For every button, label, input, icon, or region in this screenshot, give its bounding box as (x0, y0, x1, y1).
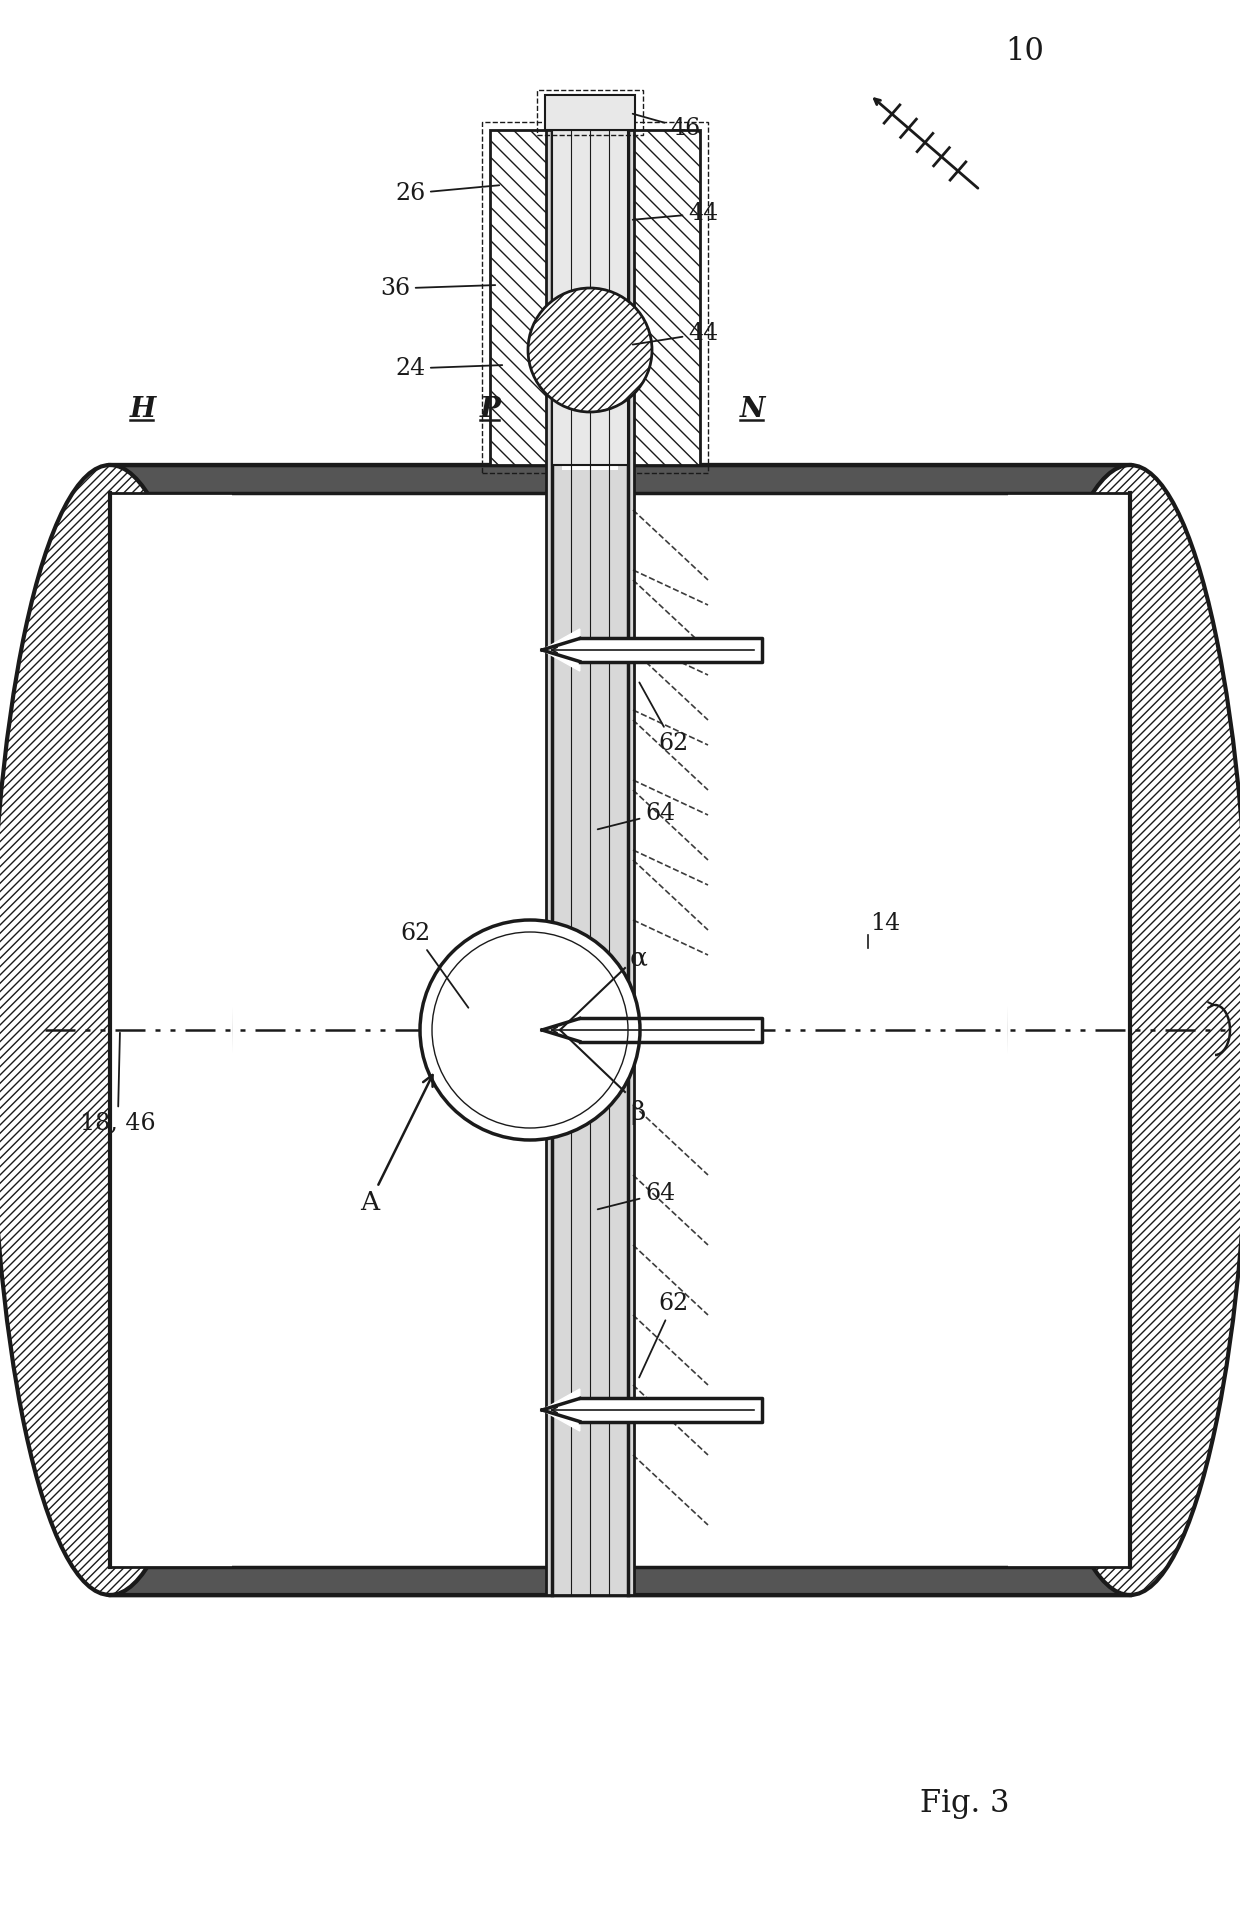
Bar (546, 95, 635, 130)
Text: 64: 64 (598, 803, 676, 830)
Text: β: β (630, 1100, 645, 1125)
Polygon shape (542, 629, 763, 671)
Text: 64: 64 (598, 1182, 676, 1209)
Bar (1008, 494, 1130, 1568)
Bar (110, 465, 1130, 1594)
Bar (546, 130, 634, 1594)
Bar (562, 126, 618, 469)
Text: 62: 62 (640, 683, 688, 755)
Text: 36: 36 (379, 277, 495, 299)
Text: 14: 14 (870, 912, 900, 934)
Text: Fig. 3: Fig. 3 (920, 1789, 1009, 1819)
Circle shape (420, 919, 640, 1140)
Ellipse shape (1011, 465, 1240, 1594)
Bar (490, 130, 701, 465)
Text: N: N (740, 397, 765, 423)
Text: α: α (630, 946, 647, 971)
Bar (110, 465, 1130, 494)
Bar (110, 1568, 1130, 1594)
Text: 24: 24 (396, 357, 502, 379)
Bar (552, 130, 627, 465)
Polygon shape (542, 1388, 763, 1430)
Bar (110, 494, 232, 1568)
Text: 18, 46: 18, 46 (81, 1034, 156, 1135)
Text: P: P (480, 397, 501, 423)
Text: H: H (130, 397, 156, 423)
Text: 26: 26 (396, 181, 500, 204)
Text: 62: 62 (401, 921, 469, 1007)
Text: 44: 44 (632, 322, 718, 345)
Bar (482, 122, 708, 473)
Text: 10: 10 (1004, 36, 1044, 67)
Bar (537, 90, 644, 135)
Text: A: A (360, 1076, 433, 1215)
Text: 46: 46 (632, 114, 701, 139)
Ellipse shape (0, 465, 229, 1594)
Ellipse shape (528, 288, 652, 412)
Text: 44: 44 (632, 202, 718, 225)
Text: 62: 62 (639, 1293, 688, 1377)
Polygon shape (542, 1009, 763, 1051)
